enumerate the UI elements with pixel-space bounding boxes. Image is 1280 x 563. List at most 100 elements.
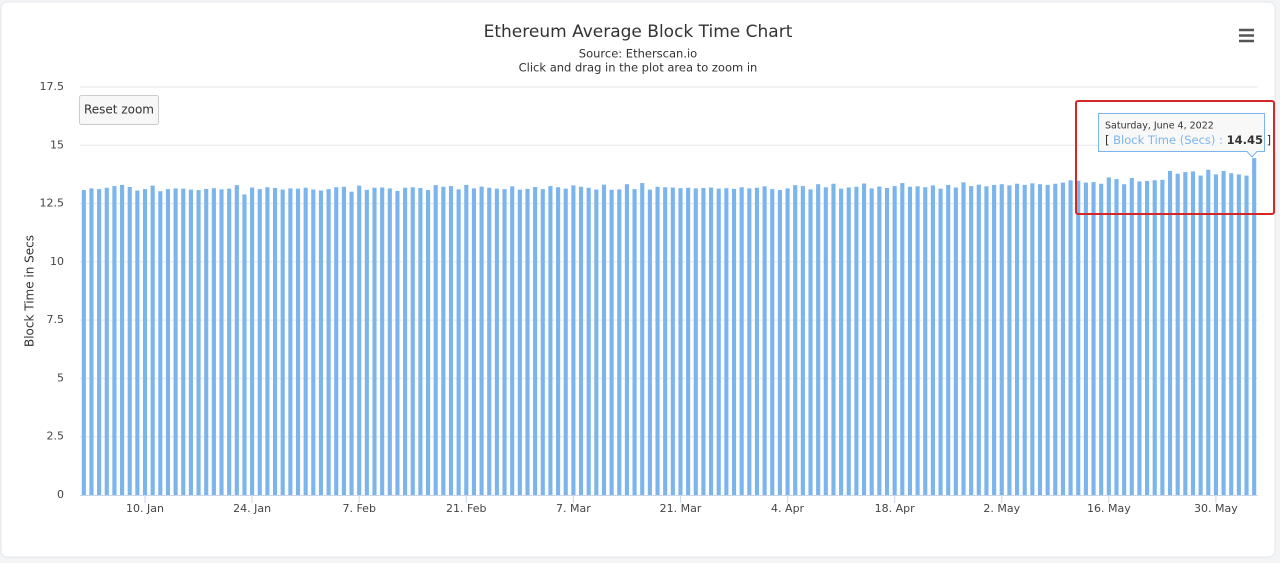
bar [479, 186, 484, 495]
bar [647, 189, 652, 495]
bar [1236, 174, 1241, 495]
bar [464, 184, 469, 496]
bar [181, 188, 186, 496]
button-box[interactable] [79, 95, 159, 125]
bar [1037, 184, 1043, 495]
bar [969, 186, 974, 496]
highlight-box [1075, 100, 1275, 215]
x-tick-label: 18. Apr [875, 502, 915, 515]
bar [380, 187, 385, 496]
bar [823, 187, 828, 495]
bars [81, 158, 1257, 496]
bar [1045, 184, 1050, 496]
bar [1229, 173, 1234, 495]
x-axis: 10. Jan 24. Jan 7. Feb 21. Feb 7. Mar 21. Mar… [80, 495, 1258, 515]
bar [869, 188, 874, 495]
bar [372, 187, 377, 495]
x-tick-label: 10. Jan [126, 502, 164, 515]
bar [219, 189, 224, 495]
bar [716, 188, 721, 496]
bar [731, 188, 737, 495]
bar [525, 188, 530, 495]
bar [1083, 182, 1088, 496]
bar [1114, 179, 1119, 495]
bar [808, 189, 813, 495]
bar [1152, 180, 1157, 495]
y-tick-label: 10 [50, 255, 64, 268]
y-tick-label: 2.5 [47, 430, 65, 443]
bar [280, 189, 285, 495]
bar [265, 187, 270, 495]
bar [494, 188, 499, 496]
bar [900, 183, 905, 495]
bar [1060, 182, 1066, 496]
bar [448, 186, 454, 496]
bar [831, 183, 836, 496]
bar [892, 186, 897, 496]
reset-zoom-button[interactable]: Reset zoom [79, 95, 159, 125]
tooltip: Saturday, June 4, 2022 [ Block Time (Sec… [1098, 113, 1271, 158]
bar [1099, 183, 1104, 496]
bar [800, 186, 805, 496]
bar [502, 189, 507, 495]
bar [471, 188, 477, 495]
tooltip-title: Saturday, June 4, 2022 [1105, 121, 1214, 132]
bar [1167, 170, 1173, 495]
bar [425, 190, 431, 496]
bar [272, 187, 278, 495]
bar [739, 187, 744, 495]
bar [295, 188, 301, 496]
bar [1068, 180, 1073, 495]
bar [387, 188, 392, 495]
bar [770, 189, 775, 495]
bar [204, 188, 209, 495]
bar [724, 188, 729, 495]
x-tick-label: 21. Feb [446, 502, 486, 515]
bar [632, 189, 637, 495]
bar [1106, 177, 1111, 496]
bar [923, 187, 928, 495]
bar [1244, 175, 1249, 495]
bar [709, 187, 714, 496]
bar [334, 187, 339, 495]
bar [242, 194, 247, 495]
y-tick-label: 5 [57, 371, 64, 384]
bar [433, 185, 438, 495]
bar [992, 184, 997, 496]
bar [976, 184, 981, 495]
y-tick-label: 17.5 [40, 80, 65, 93]
bar [1190, 171, 1196, 496]
bar [884, 187, 890, 495]
bar [1122, 184, 1127, 495]
bar [341, 186, 346, 495]
bar [97, 189, 102, 495]
bar [854, 186, 859, 495]
bar [1206, 169, 1211, 495]
bar [1160, 179, 1165, 495]
bar [930, 185, 935, 495]
bar [104, 187, 109, 495]
bar [846, 187, 851, 496]
bar [1221, 170, 1226, 495]
bar [1137, 181, 1142, 495]
bar [839, 188, 844, 496]
bar [624, 184, 629, 495]
bar [211, 188, 216, 495]
bar [1091, 182, 1096, 495]
bar [877, 186, 882, 495]
bar [120, 184, 125, 496]
bar [234, 185, 239, 495]
bar [777, 190, 782, 496]
chart-subtitle: Source: Etherscan.io [579, 47, 697, 61]
bar [793, 185, 798, 495]
bar [173, 188, 178, 495]
menu-button[interactable] [1236, 27, 1256, 45]
bar [946, 184, 951, 496]
bar [150, 185, 155, 495]
bar [127, 187, 132, 495]
button-label[interactable]: Reset zoom [84, 103, 154, 117]
bar [1252, 158, 1257, 495]
bar [548, 186, 553, 496]
y-axis-label: Block Time in Secs [23, 235, 37, 347]
bar [1076, 180, 1081, 495]
